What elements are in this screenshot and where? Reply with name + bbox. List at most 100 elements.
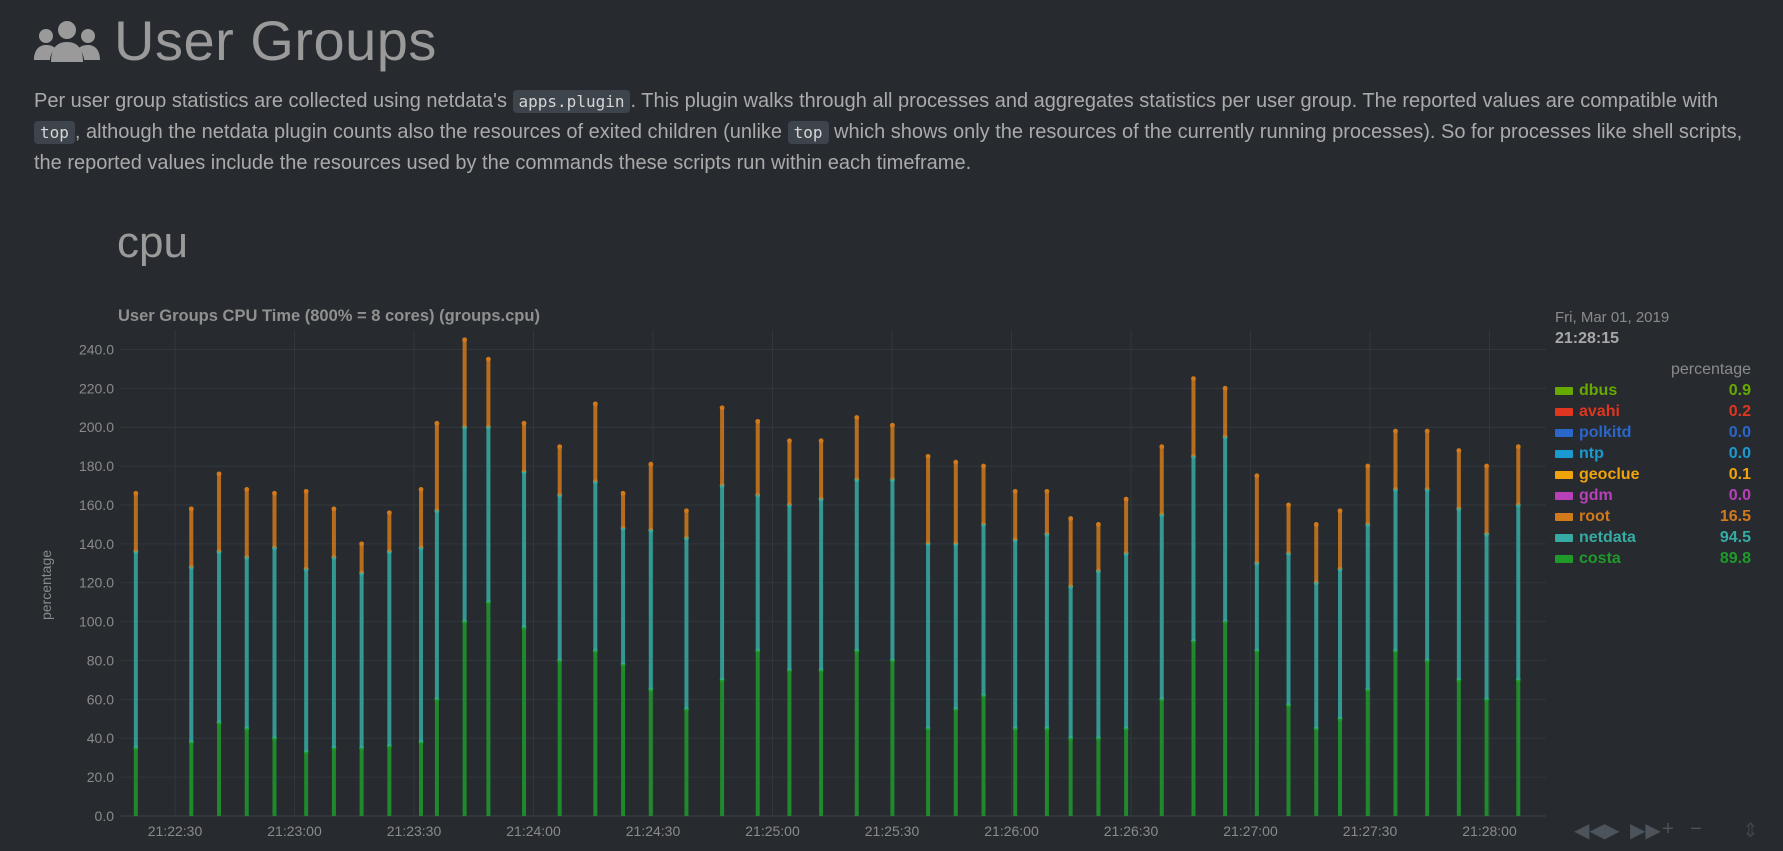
pan-forward-icon[interactable]: ▶▶ [1630,820,1661,842]
bar-netdata [133,551,138,748]
bar-costa [189,742,194,816]
bar-costa [1456,679,1461,816]
bar-netdata [387,551,392,747]
legend-value: 0.0 [1728,486,1751,504]
bar-costa [522,627,527,816]
description-text-4: which shows only the resources of the cu… [34,121,1743,174]
bar-root [419,489,424,548]
bar-root [244,489,249,558]
legend-item-root[interactable]: root 16.5 [1555,506,1751,527]
legend-item-gdm[interactable]: gdm 0.0 [1555,485,1751,506]
bar-netdata [1013,539,1018,729]
bar-root [1484,466,1489,535]
bar-netdata [331,557,336,748]
bar-costa [1425,660,1430,816]
bar-netdata [1159,514,1164,700]
point-root [1424,428,1430,434]
bar-netdata [189,567,194,743]
point-root [1159,444,1165,450]
chart-legend: Fri, Mar 01, 2019 21:28:15 percentage db… [1555,308,1751,569]
legend-item-ntp[interactable]: ntp 0.0 [1555,443,1751,464]
bar-root [133,493,138,552]
x-tick-label: 21:26:00 [984,823,1039,839]
legend-date: Fri, Mar 01, 2019 [1555,309,1670,326]
y-tick-label: 180.0 [79,458,114,474]
legend-item-avahi[interactable]: avahi 0.2 [1555,401,1751,422]
code-top-2: top [787,121,829,144]
legend-item-costa[interactable]: costa 89.8 [1555,548,1751,569]
point-root [719,405,725,411]
legend-swatch [1555,449,1573,458]
bar-costa [1286,705,1291,816]
bar-netdata [1223,436,1228,622]
legend-item-dbus[interactable]: dbus 0.9 [1555,380,1751,401]
legend-swatch [1555,512,1573,521]
bar-netdata [1393,489,1398,651]
legend-value: 0.0 [1728,423,1751,441]
legend-name: avahi [1579,402,1620,420]
bar-root [304,491,309,570]
bar-costa [486,602,491,816]
bar-root [926,456,931,544]
point-root [1068,516,1074,521]
bar-netdata [1191,456,1196,642]
bar-root [1124,499,1129,554]
legend-item-geoclue[interactable]: geoclue 0.1 [1555,464,1751,485]
point-root [787,438,792,444]
bar-netdata [462,427,467,622]
bar-root [387,512,392,552]
bar-costa [890,660,895,816]
bar-costa [1068,738,1073,816]
point-root [1123,496,1129,502]
cpu-section-title: cpu [117,218,188,267]
bar-root [854,417,859,480]
point-root [386,510,392,516]
bar-netdata [953,543,958,710]
point-root [1254,473,1260,479]
y-tick-label: 60.0 [87,691,114,707]
bar-root [1338,510,1343,570]
bar-costa [787,670,792,816]
bar-costa [1191,641,1196,816]
bar-costa [1124,728,1129,816]
x-tick-label: 21:28:00 [1462,823,1517,839]
legend-value: 0.1 [1728,465,1751,483]
bar-costa [359,747,364,816]
pan-back-icon[interactable]: ◀◀ [1574,820,1605,842]
x-tick-label: 21:25:30 [865,823,920,839]
legend-name: gdm [1579,486,1613,504]
point-root [953,459,959,465]
bar-root [1044,491,1049,535]
bar-root [1254,475,1259,564]
bar-netdata [720,485,725,680]
code-apps-plugin: apps.plugin [512,90,631,113]
legend-item-polkitd[interactable]: polkitd 0.0 [1555,422,1751,443]
point-root [216,471,222,477]
legend-item-netdata[interactable]: netdata 94.5 [1555,527,1751,548]
bar-costa [684,709,689,816]
bar-costa [434,699,439,816]
bar-costa [1254,650,1259,816]
bar-costa [419,742,424,816]
legend-name: netdata [1579,528,1636,546]
legend-name: dbus [1579,381,1618,399]
bar-costa [217,722,222,816]
resize-handle-icon[interactable]: ⇕ [1742,820,1759,842]
bar-netdata [1516,504,1521,680]
bar-netdata [244,557,249,729]
bar-netdata [755,495,760,651]
y-tick-label: 200.0 [79,419,114,435]
chart-grid [120,330,1546,817]
legend-value: 0.2 [1728,402,1751,420]
page-header: User Groups [34,8,437,73]
users-icon [34,18,100,64]
bar-netdata [1338,569,1343,719]
bar-costa [331,747,336,816]
bar-costa [854,650,859,816]
bar-netdata [1044,534,1049,729]
play-icon[interactable]: ▶ [1604,820,1620,842]
bar-root [359,543,364,573]
zoom-out-icon[interactable]: − [1690,818,1702,840]
zoom-in-icon[interactable]: + [1662,818,1674,840]
